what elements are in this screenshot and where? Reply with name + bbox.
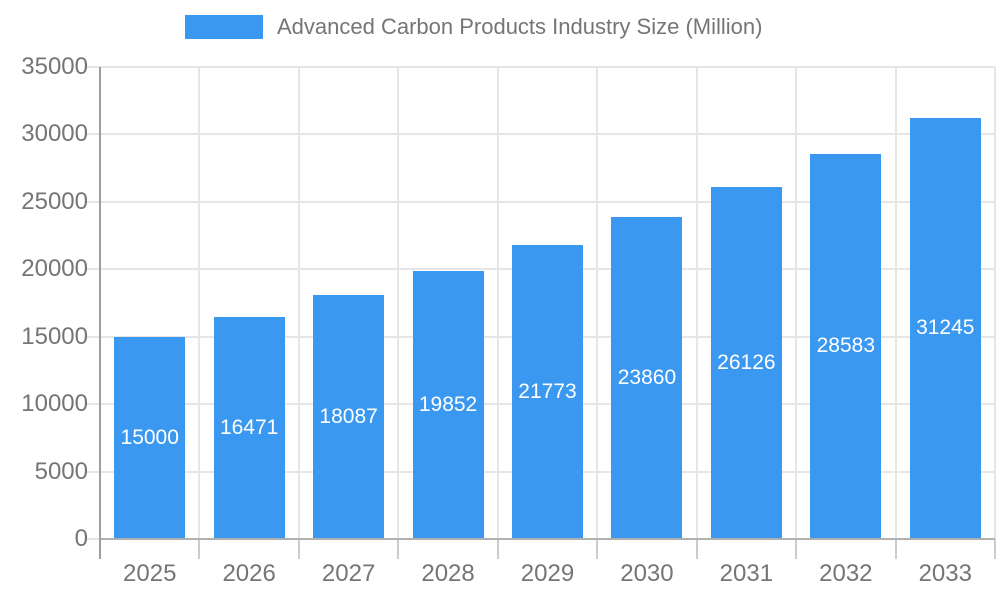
x-axis-tick (297, 539, 300, 559)
gridline-vertical (297, 67, 300, 539)
bar-value-label: 26126 (717, 350, 776, 374)
bar-value-label: 31245 (916, 316, 975, 340)
bar-2032[interactable]: 28583 (810, 153, 882, 539)
bar-2033[interactable]: 31245 (909, 117, 981, 539)
x-axis-tick (994, 539, 996, 559)
x-axis-tick (596, 539, 599, 559)
y-axis-tick-label: 25000 (21, 187, 88, 215)
x-axis-tick (795, 539, 798, 559)
bar-2029[interactable]: 21773 (512, 245, 583, 539)
bar-value-label: 18087 (319, 405, 378, 429)
bar-2025[interactable]: 15000 (114, 336, 186, 539)
gridline-vertical (198, 67, 201, 539)
y-axis-tick-label: 0 (74, 525, 88, 552)
x-axis-label-2032: 2032 (819, 560, 873, 587)
y-axis-tick-label: 5000 (34, 457, 88, 485)
bar-value-label: 15000 (120, 425, 179, 449)
y-axis-line (99, 67, 101, 559)
gridline-vertical (695, 67, 698, 539)
x-axis-tick (496, 539, 499, 559)
bar-2026[interactable]: 16471 (213, 316, 285, 539)
bar-2031[interactable]: 26126 (710, 186, 782, 539)
legend-swatch (185, 15, 263, 39)
x-axis-tick (695, 539, 698, 559)
gridline-horizontal (85, 200, 995, 203)
gridline-horizontal (85, 66, 995, 68)
x-axis-label-2025: 2025 (123, 560, 177, 587)
y-axis-tick-label: 20000 (21, 255, 88, 283)
bar-value-label: 16471 (219, 415, 279, 439)
legend-item[interactable]: Advanced Carbon Products Industry Size (… (185, 14, 762, 40)
legend-label: Advanced Carbon Products Industry Size (… (277, 14, 763, 39)
x-axis-label-2026: 2026 (222, 560, 276, 587)
gridline-horizontal (85, 133, 995, 136)
y-axis-tick-label: 30000 (21, 120, 88, 148)
y-axis-tick-label: 15000 (21, 322, 88, 350)
x-axis-label-2029: 2029 (520, 560, 575, 587)
bar-value-label: 19852 (418, 393, 478, 417)
x-axis-tick (894, 539, 897, 559)
y-axis-tick-label: 35000 (21, 53, 88, 80)
x-axis-label-2031: 2031 (719, 560, 774, 587)
x-axis-label-2030: 2030 (620, 560, 674, 587)
x-axis-label-2027: 2027 (321, 560, 376, 587)
x-axis-tick (397, 539, 400, 559)
bar-2030[interactable]: 23860 (611, 217, 683, 539)
x-axis-tick (198, 539, 201, 559)
gridline-vertical (596, 67, 599, 539)
bar-2027[interactable]: 18087 (313, 295, 385, 539)
gridline-vertical (496, 67, 499, 539)
gridline-vertical (795, 67, 798, 539)
plot-area: 0 5000 10000 15000 20000 25000 30000 35000 15000… (21, 53, 996, 587)
gridline-vertical (994, 67, 996, 539)
bar-value-label: 23860 (617, 366, 677, 390)
x-axis-label-2028: 2028 (421, 560, 475, 587)
bar-value-label: 28583 (816, 334, 876, 358)
x-axis-label-2033: 2033 (918, 560, 972, 587)
y-axis-tick-label: 10000 (21, 390, 88, 418)
bar-value-label: 21773 (518, 380, 577, 404)
gridline-vertical (894, 67, 897, 539)
bar-2028[interactable]: 19852 (412, 271, 484, 539)
x-axis-baseline (100, 538, 995, 540)
gridline-vertical (397, 67, 400, 539)
